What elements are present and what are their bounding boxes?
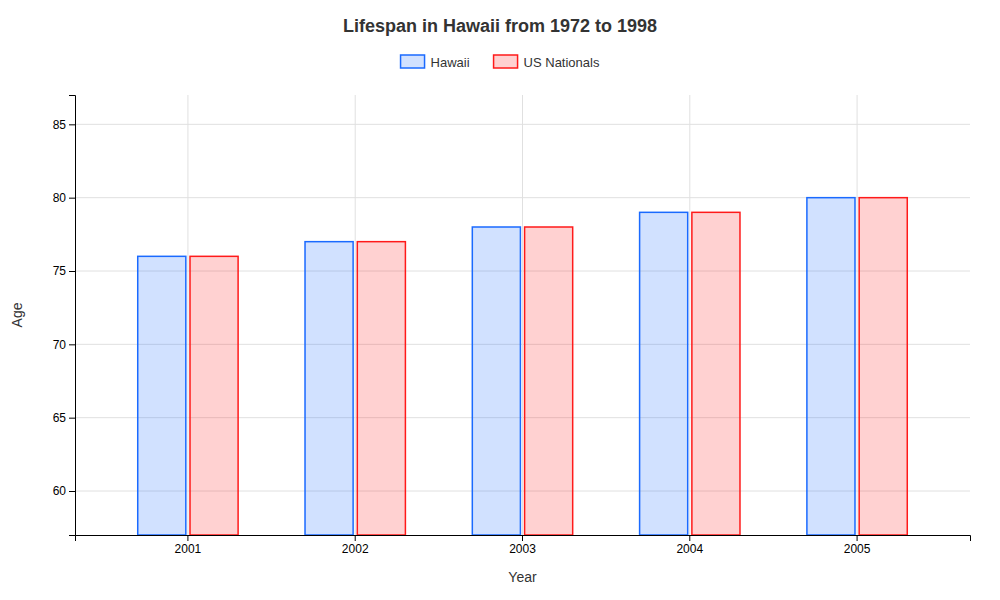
bar-series <box>190 198 907 535</box>
title: Lifespan in Hawaii from 1972 to 1998 <box>343 16 657 36</box>
x-axis: 2001 2002 2003 2004 2005 <box>76 535 971 556</box>
y-tick-mark <box>69 124 75 125</box>
x-tick-mark <box>355 535 356 541</box>
grid <box>75 95 970 535</box>
y-tick: 65 <box>53 411 75 425</box>
x-tick-mark <box>187 535 188 541</box>
x-tick-label: 2004 <box>676 542 703 556</box>
y-axis: 60 65 70 75 80 85 <box>53 96 76 536</box>
y-tick: 60 <box>53 484 75 498</box>
y-tick: 85 <box>53 118 75 132</box>
bar <box>640 212 688 535</box>
x-tick-label: 2005 <box>844 542 871 556</box>
x-axis-title: Year <box>508 569 537 585</box>
y-tick-mark <box>69 198 75 199</box>
x-tick-mark <box>522 535 523 541</box>
bar <box>357 242 405 535</box>
y-axis-line <box>69 96 76 536</box>
legend: Hawaii US Nationals <box>401 55 600 70</box>
grid-line-x <box>355 95 356 535</box>
y-tick-label: 60 <box>53 484 67 498</box>
legend-swatch <box>401 55 425 68</box>
y-tick-label: 65 <box>53 411 67 425</box>
legend-label: Hawaii <box>431 55 470 70</box>
bar <box>190 256 238 535</box>
bar <box>138 256 186 535</box>
plot: 2001 2002 2003 2004 2005 60 65 70 75 80 85 <box>53 95 971 556</box>
bar <box>859 198 907 535</box>
legend-item: US Nationals <box>494 55 600 70</box>
bar-series <box>138 198 855 535</box>
y-tick-mark <box>69 491 75 492</box>
y-tick: 80 <box>53 191 75 205</box>
grid-line-x <box>522 95 523 535</box>
y-axis-title: Age <box>9 302 25 327</box>
bar <box>692 212 740 535</box>
x-tick: 2003 <box>509 535 536 556</box>
x-tick-label: 2001 <box>175 542 202 556</box>
legend-label: US Nationals <box>524 55 600 70</box>
y-tick-label: 80 <box>53 191 67 205</box>
x-tick-label: 2003 <box>509 542 536 556</box>
y-tick-label: 85 <box>53 118 67 132</box>
bar <box>807 198 855 535</box>
y-tick-label: 75 <box>53 264 67 278</box>
bars <box>138 198 908 535</box>
x-axis-line <box>76 536 971 542</box>
x-tick: 2005 <box>844 535 871 556</box>
x-tick: 2001 <box>175 535 202 556</box>
legend-item: Hawaii <box>401 55 470 70</box>
bar <box>305 242 353 535</box>
grid-line-x <box>857 95 858 535</box>
y-tick: 70 <box>53 338 75 352</box>
grid-line-x <box>689 95 690 535</box>
y-tick: 75 <box>53 264 75 278</box>
bar <box>525 227 573 535</box>
x-tick-mark <box>689 535 690 541</box>
y-tick-label: 70 <box>53 338 67 352</box>
y-tick-mark <box>69 344 75 345</box>
x-tick: 2004 <box>676 535 703 556</box>
y-tick-mark <box>69 418 75 419</box>
x-tick: 2002 <box>342 535 369 556</box>
chart: 2001 2002 2003 2004 2005 60 65 70 75 80 85 Lifespan… <box>0 0 1000 600</box>
y-tick-mark <box>69 271 75 272</box>
grid-line-x <box>187 95 188 535</box>
x-tick-label: 2002 <box>342 542 369 556</box>
legend-swatch <box>494 55 518 68</box>
bar <box>472 227 520 535</box>
x-tick-mark <box>857 535 858 541</box>
